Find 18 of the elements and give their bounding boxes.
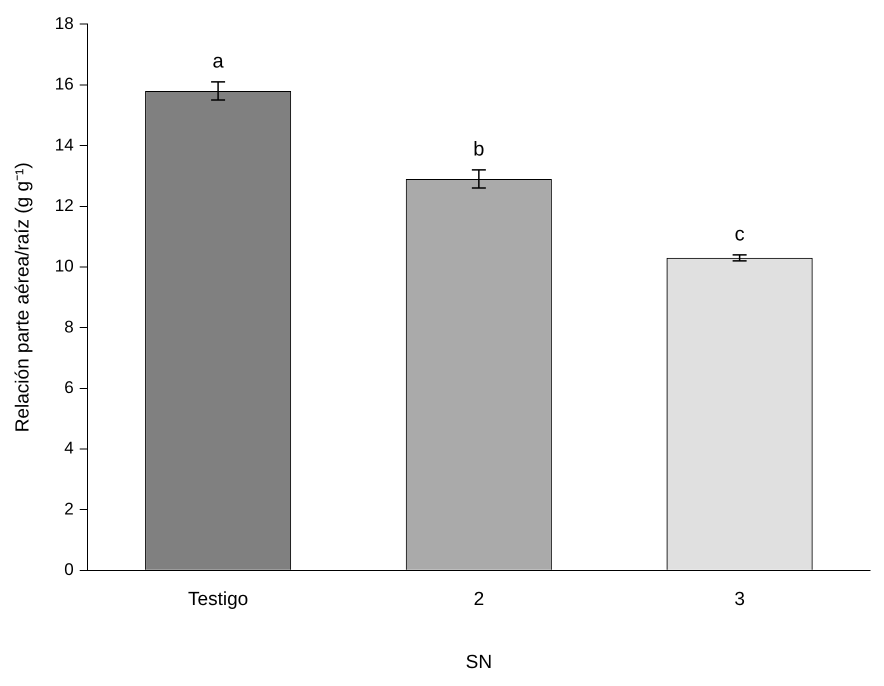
y-tick-label: 0 <box>64 560 74 580</box>
annotation: b <box>473 138 484 160</box>
x-axis-title: SN <box>466 652 492 673</box>
y-tick-label: 16 <box>54 74 74 94</box>
y-tick-label: 4 <box>64 438 74 458</box>
x-tick-label: 2 <box>474 589 484 610</box>
x-tick-label: Testigo <box>188 589 248 610</box>
y-tick-label: 12 <box>54 196 74 215</box>
y-tick-label: 14 <box>54 135 74 154</box>
y-tick-label: 8 <box>64 317 74 336</box>
y-tick-label: 10 <box>54 256 74 276</box>
y-tick-label: 2 <box>64 499 74 518</box>
annotation: c <box>734 223 745 246</box>
y-axis-title: Relación parte aérea/raíz (g g⁻¹) <box>12 162 34 432</box>
annotation: a <box>212 50 225 72</box>
y-tick-label: 18 <box>54 14 74 33</box>
x-tick-label: 3 <box>734 589 745 610</box>
y-tick-label: 6 <box>64 378 74 398</box>
